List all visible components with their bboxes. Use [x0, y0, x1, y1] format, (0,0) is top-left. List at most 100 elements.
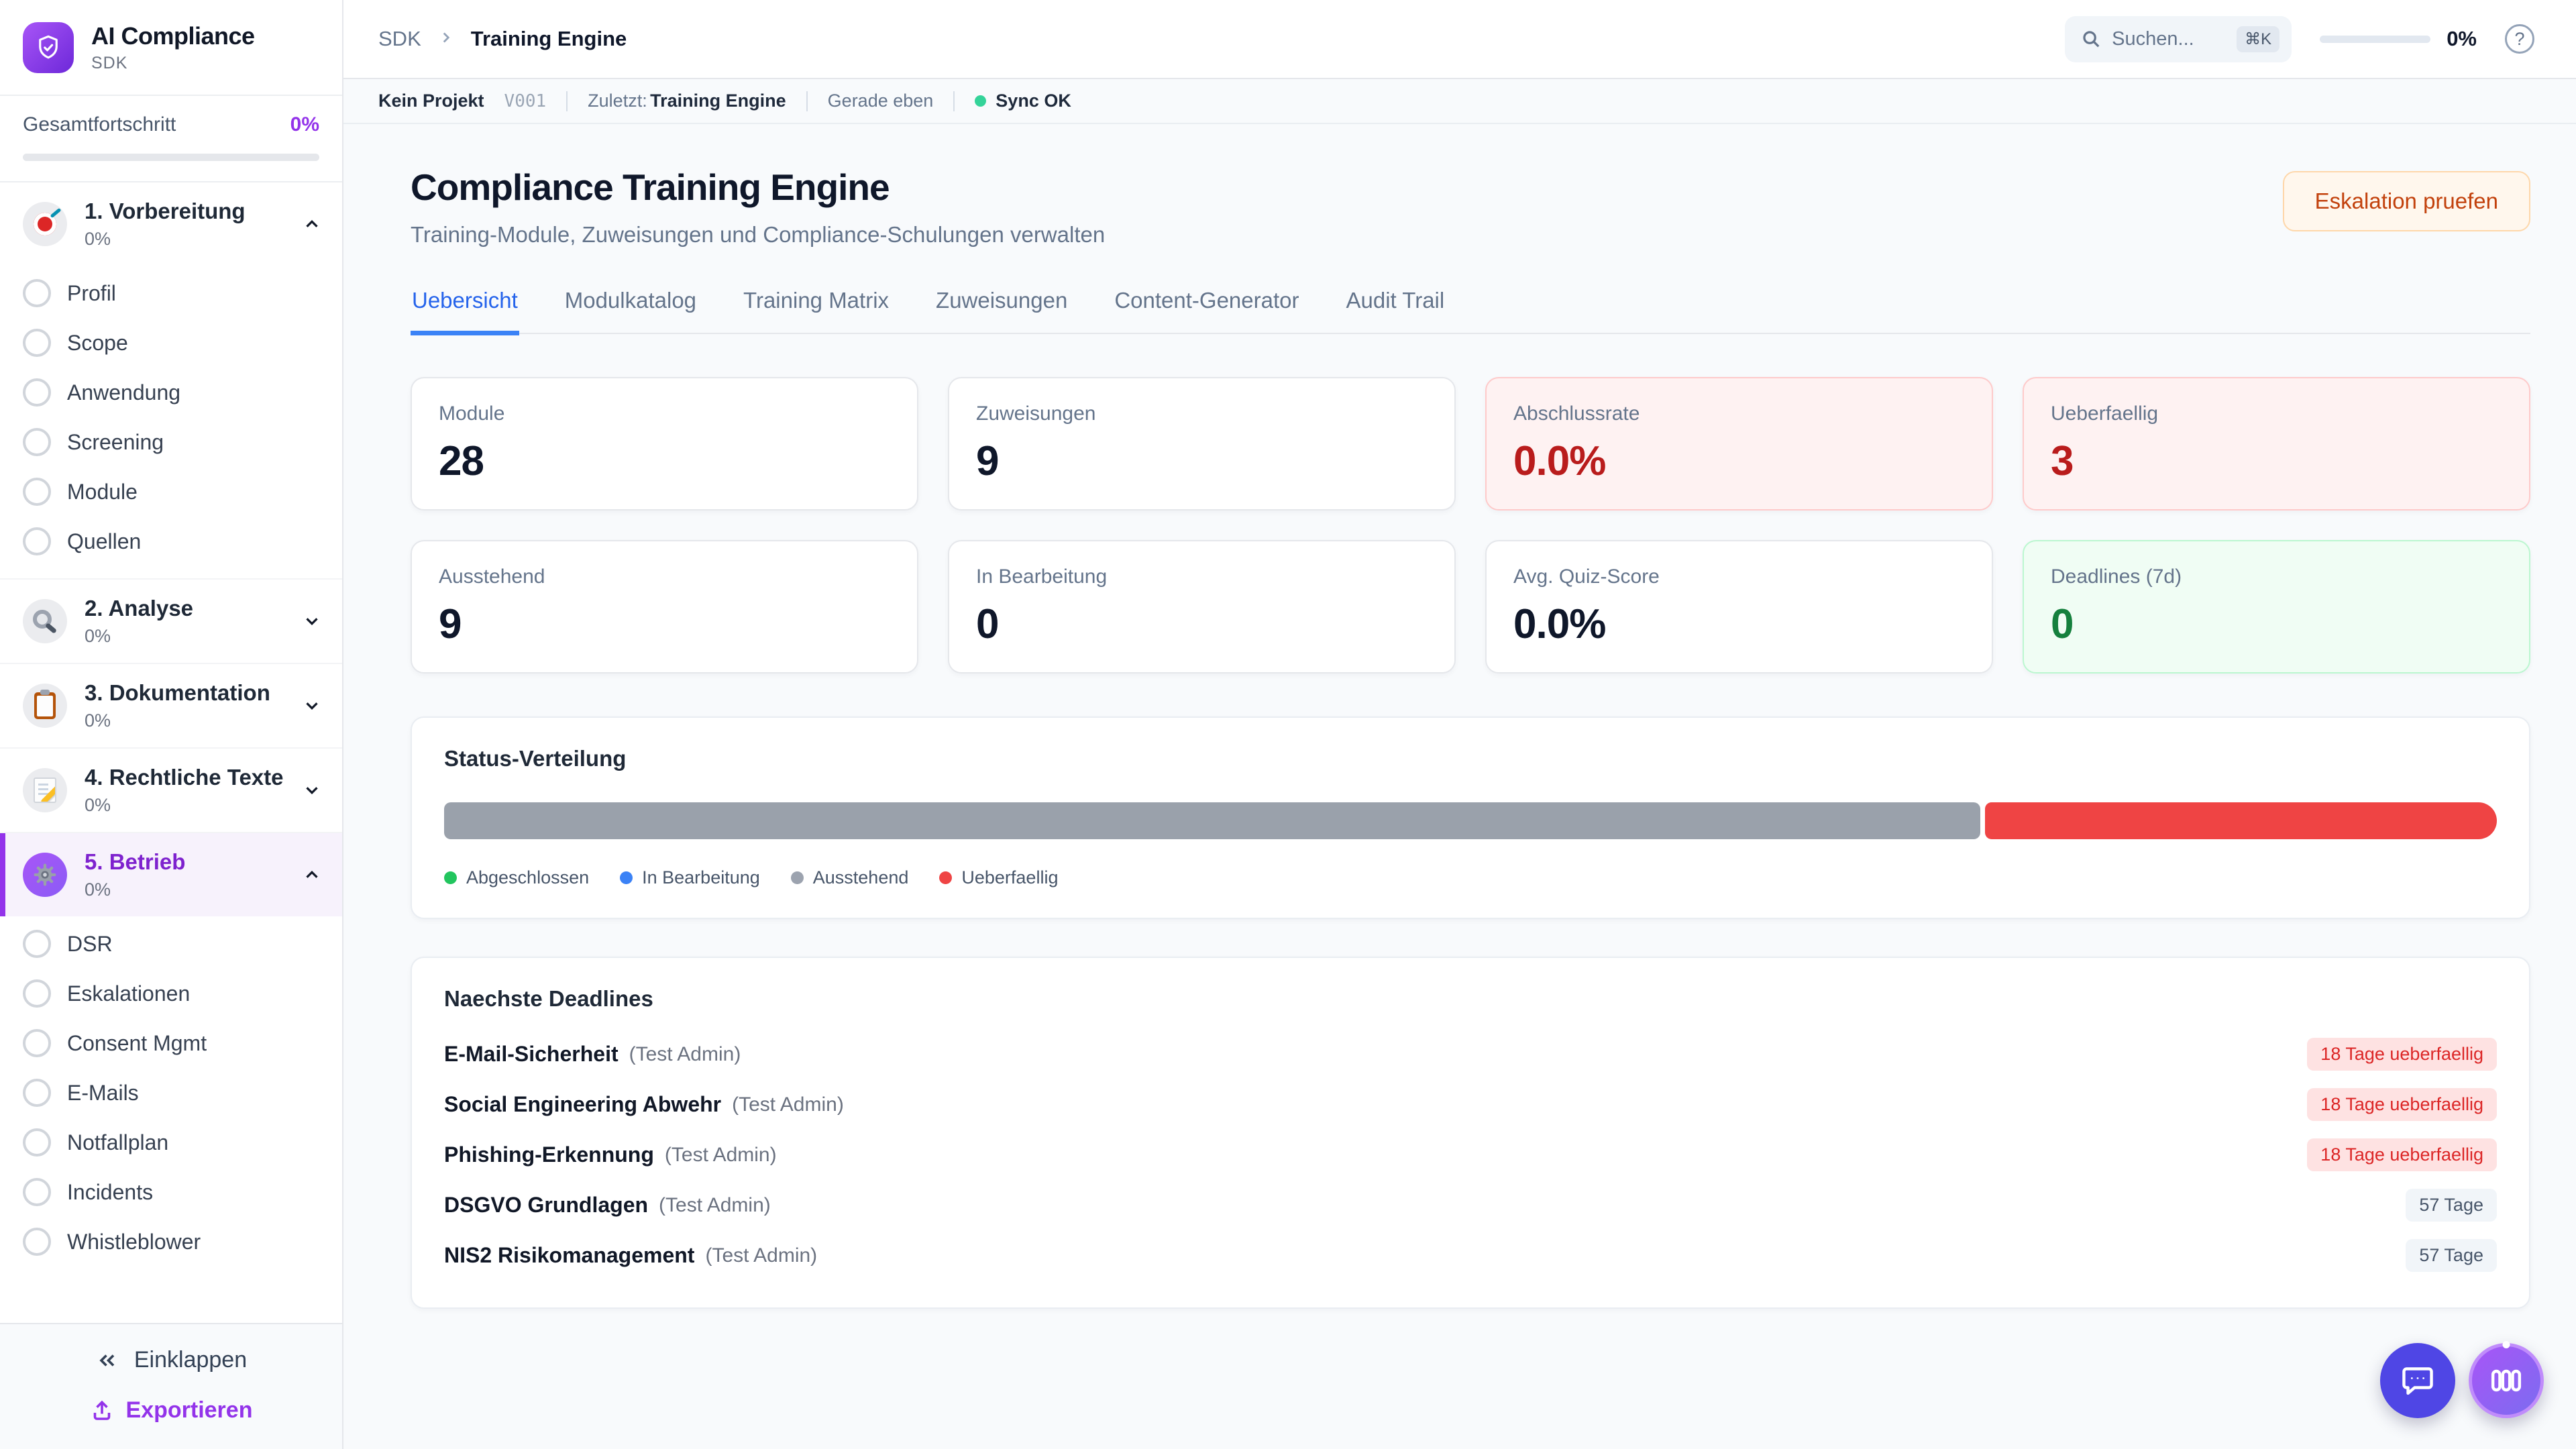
clipboard-icon	[23, 684, 67, 728]
sidebar-item[interactable]: Module	[0, 467, 342, 517]
panels-button[interactable]	[2469, 1343, 2544, 1418]
topbar-progress: 0%	[2320, 27, 2477, 51]
overall-progress-value: 0%	[290, 113, 319, 136]
sidebar-item[interactable]: Consent Mgmt	[0, 1018, 342, 1068]
legend-item: Ueberfaellig	[939, 867, 1058, 888]
section-percent: 0%	[85, 879, 111, 900]
sidebar-section-header-analyse[interactable]: 2. Analyse 0%	[0, 580, 342, 663]
sidebar-item-label: Whistleblower	[67, 1229, 201, 1254]
stat-label: Deadlines (7d)	[2051, 566, 2182, 588]
legend-dot-icon	[620, 871, 633, 884]
stats-grid: Module 28 Zuweisungen 9 Abschlussrate 0.…	[411, 377, 2530, 674]
sidebar-section-header-dokumentation[interactable]: 3. Dokumentation 0%	[0, 664, 342, 747]
stat-card: Deadlines (7d) 0	[2023, 540, 2530, 674]
legend-item: Ausstehend	[790, 867, 908, 888]
sidebar-item-label: Profil	[67, 280, 116, 305]
sidebar-item[interactable]: Screening	[0, 417, 342, 467]
divider	[953, 91, 955, 111]
gear-icon	[23, 853, 67, 897]
stat-card: Ueberfaellig 3	[2023, 377, 2530, 511]
deadline-module-name: DSGVO Grundlagen	[444, 1193, 649, 1217]
distribution-title: Status-Verteilung	[444, 746, 627, 771]
tab[interactable]: Content-Generator	[1114, 288, 1299, 313]
legend-label: Abgeschlossen	[466, 867, 590, 888]
tab[interactable]: Zuweisungen	[936, 288, 1068, 313]
chevrons-left-icon	[99, 1354, 115, 1366]
stat-label: Avg. Quiz-Score	[1513, 566, 1660, 588]
status-distribution-panel: Status-Verteilung Abgeschlossen	[411, 716, 2530, 919]
legend-dot-icon	[790, 871, 804, 884]
chevron-right-icon	[437, 29, 455, 50]
distribution-segment	[444, 802, 1980, 839]
deadline-row: E-Mail-Sicherheit (Test Admin) 18 Tage u…	[444, 1029, 2497, 1079]
sidebar-item[interactable]: Profil	[0, 268, 342, 318]
global-search[interactable]: ⌘K	[2065, 15, 2292, 62]
help-icon[interactable]: ?	[2505, 24, 2534, 54]
sidebar-section-vorbereitung: 1. Vorbereitung 0% Profil	[0, 182, 342, 578]
chevron-up-icon	[302, 214, 322, 234]
stat-value: 9	[976, 438, 999, 484]
stat-value: 3	[2051, 438, 2074, 484]
deadline-assignee: (Test Admin)	[732, 1093, 844, 1116]
chevron-up-icon	[302, 865, 322, 885]
breadcrumb-current: Training Engine	[470, 27, 627, 50]
sidebar-section-header-rechtliche-texte[interactable]: 4. Rechtliche Texte 0%	[0, 749, 342, 832]
shield-logo-icon	[23, 21, 74, 73]
section-percent: 0%	[85, 795, 111, 815]
stat-value: 28	[439, 438, 484, 484]
sidebar-item[interactable]: Scope	[0, 318, 342, 368]
app-title: AI Compliance	[91, 21, 255, 50]
sidebar-item-label: Quellen	[67, 529, 142, 553]
export-button[interactable]: Exportieren	[0, 1397, 342, 1424]
sidebar-item[interactable]: Anwendung	[0, 368, 342, 417]
deadline-assignee: (Test Admin)	[664, 1143, 777, 1166]
legend-item: In Bearbeitung	[620, 867, 760, 888]
status-circle-icon	[23, 329, 51, 357]
sidebar-item[interactable]: DSR	[0, 919, 342, 969]
section-title: 5. Betrieb	[85, 849, 186, 874]
tab[interactable]: Uebersicht	[411, 288, 519, 335]
stat-label: Zuweisungen	[976, 402, 1096, 425]
sync-status: Sync OK	[975, 91, 1071, 111]
topbar-progress-bar	[2320, 35, 2431, 43]
sidebar-item[interactable]: Incidents	[0, 1167, 342, 1217]
tab[interactable]: Training Matrix	[743, 288, 890, 313]
sidebar-item[interactable]: Quellen	[0, 517, 342, 566]
sidebar-item[interactable]: Eskalationen	[0, 969, 342, 1018]
chat-button[interactable]	[2380, 1343, 2455, 1418]
stat-label: Ausstehend	[439, 566, 545, 588]
breadcrumb-root[interactable]: SDK	[378, 27, 421, 50]
collapse-sidebar-button[interactable]: Einklappen	[0, 1347, 342, 1373]
status-circle-icon	[23, 1079, 51, 1107]
memo-icon	[23, 768, 67, 812]
tab[interactable]: Modulkatalog	[564, 288, 697, 313]
status-circle-icon	[23, 1029, 51, 1057]
stat-label: Abschlussrate	[1513, 402, 1640, 425]
deadline-module-name: E-Mail-Sicherheit	[444, 1042, 619, 1066]
legend-label: Ueberfaellig	[961, 867, 1059, 888]
sidebar-section-header-betrieb[interactable]: 5. Betrieb 0%	[0, 833, 342, 916]
chevron-down-icon	[302, 780, 322, 800]
sync-label: Sync OK	[996, 91, 1071, 111]
deadline-due-badge: 18 Tage ueberfaellig	[2307, 1088, 2497, 1121]
sidebar-item[interactable]: E-Mails	[0, 1068, 342, 1118]
stat-value: 0.0%	[1513, 601, 1606, 647]
sidebar-section-header-vorbereitung[interactable]: 1. Vorbereitung 0%	[0, 182, 342, 266]
search-input[interactable]	[2112, 28, 2226, 50]
export-icon	[93, 1400, 110, 1420]
legend-label: In Bearbeitung	[642, 867, 760, 888]
section-title: 2. Analyse	[85, 596, 194, 621]
sidebar-item[interactable]: Whistleblower	[0, 1217, 342, 1267]
sidebar-item[interactable]: Notfallplan	[0, 1118, 342, 1167]
tab[interactable]: Audit Trail	[1346, 288, 1445, 313]
breadcrumb: SDK Training Engine	[378, 27, 627, 51]
sidebar-item-label: Incidents	[67, 1179, 154, 1204]
check-escalation-button[interactable]: Eskalation pruefen	[2282, 171, 2530, 231]
status-circle-icon	[23, 478, 51, 506]
distribution-segment	[1984, 802, 2497, 839]
legend-item: Abgeschlossen	[444, 867, 589, 888]
deadline-module-name: Phishing-Erkennung	[444, 1142, 654, 1167]
sidebar-section-rechtliche-texte: 4. Rechtliche Texte 0%	[0, 747, 342, 832]
stat-label: In Bearbeitung	[976, 566, 1108, 588]
